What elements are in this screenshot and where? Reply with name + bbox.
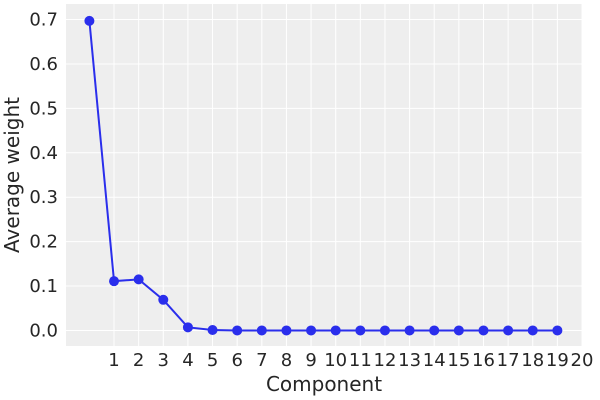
x-tick-label: 17 <box>497 350 520 371</box>
x-tick-label: 19 <box>546 350 569 371</box>
data-point <box>527 325 538 336</box>
y-tick-label: 0.3 <box>29 187 58 208</box>
data-point <box>429 325 440 336</box>
data-point <box>207 325 218 336</box>
x-tick-label: 3 <box>158 350 169 371</box>
data-point <box>503 325 514 336</box>
data-point <box>453 325 464 336</box>
y-tick-label: 0.6 <box>29 54 58 75</box>
x-tick-label: 18 <box>521 350 544 371</box>
x-tick-label: 7 <box>256 350 267 371</box>
x-tick-label: 8 <box>281 350 292 371</box>
x-tick-label: 13 <box>398 350 421 371</box>
x-tick-label: 16 <box>472 350 495 371</box>
data-point <box>84 15 95 26</box>
x-tick-label: 2 <box>133 350 144 371</box>
x-tick-label: 10 <box>324 350 347 371</box>
y-tick-label: 0.5 <box>29 98 58 119</box>
x-tick-label: 5 <box>207 350 218 371</box>
x-tick-label: 1 <box>108 350 119 371</box>
data-point <box>478 325 489 336</box>
x-tick-label: 12 <box>374 350 397 371</box>
y-tick-label: 0.7 <box>29 10 58 31</box>
x-tick-labels: 1 2 3 4 5 6 7 8 9 10 11 12 13 14 15 16 17 18 19 20 <box>108 350 593 371</box>
data-point <box>182 322 193 333</box>
data-point <box>256 325 267 336</box>
x-tick-label: 20 <box>571 350 594 371</box>
data-point <box>355 325 366 336</box>
x-tick-label: 11 <box>349 350 372 371</box>
x-tick-label: 14 <box>423 350 446 371</box>
plot-background <box>66 4 582 346</box>
data-point <box>404 325 415 336</box>
data-series <box>84 15 563 336</box>
data-point <box>552 325 563 336</box>
x-axis-title: Component <box>266 372 382 396</box>
x-tick-label: 15 <box>447 350 470 371</box>
y-axis-title: Average weight <box>0 97 24 253</box>
data-point <box>232 325 243 336</box>
x-tick-label: 4 <box>182 350 193 371</box>
data-point <box>109 276 120 287</box>
data-point <box>133 274 144 285</box>
data-point <box>158 294 169 305</box>
x-tick-label: 9 <box>305 350 316 371</box>
y-tick-label: 0.4 <box>29 143 58 164</box>
y-tick-label: 0.0 <box>29 320 58 341</box>
y-tick-labels: 0.0 0.1 0.2 0.3 0.4 0.5 0.6 0.7 <box>29 10 58 342</box>
data-point <box>330 325 341 336</box>
data-point <box>306 325 317 336</box>
grid-lines <box>66 4 583 346</box>
data-point <box>281 325 292 336</box>
y-tick-label: 0.1 <box>29 276 58 297</box>
x-tick-label: 6 <box>231 350 242 371</box>
y-tick-label: 0.2 <box>29 232 58 253</box>
data-point <box>379 325 390 336</box>
